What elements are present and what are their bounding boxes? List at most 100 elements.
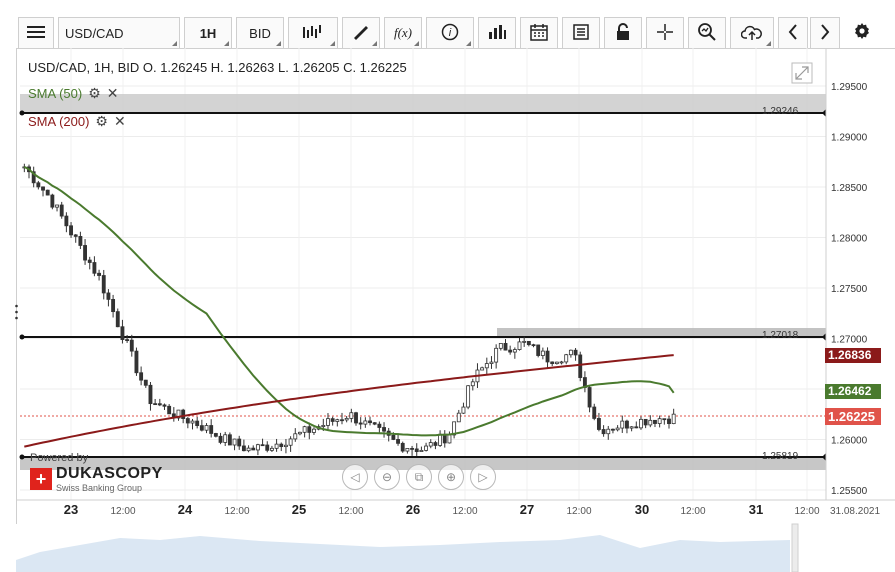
x-tick-label: 12:00: [452, 506, 477, 517]
zoom-out-icon: ⊖: [381, 470, 393, 484]
reset-zoom-button[interactable]: ⧉: [406, 464, 432, 490]
scroll-right-button[interactable]: [810, 17, 840, 48]
svg-text:i: i: [449, 27, 452, 39]
candle-body: [428, 442, 433, 447]
candle-body: [106, 292, 111, 300]
close-icon[interactable]: ✕: [106, 85, 119, 101]
candle-body: [545, 350, 550, 363]
lock-button[interactable]: [604, 17, 642, 48]
candle-body: [522, 340, 527, 343]
news-button[interactable]: [562, 17, 600, 48]
expand-icon[interactable]: [791, 62, 813, 84]
candle-body: [372, 422, 377, 425]
timeframe-select[interactable]: 1H: [184, 17, 232, 48]
function-button[interactable]: f(x): [384, 17, 422, 48]
candle-body: [587, 387, 592, 408]
level-handle-3[interactable]: [19, 454, 25, 460]
candle-body: [382, 427, 386, 432]
sma50-label: SMA (50): [28, 86, 83, 101]
candle-body: [447, 434, 452, 444]
chart-area[interactable]: [16, 48, 895, 524]
candle-body: [283, 444, 288, 448]
level-arrow-3: [822, 453, 826, 461]
candle-body: [344, 417, 349, 421]
candle-body: [31, 171, 36, 184]
gear-icon[interactable]: ⚙: [95, 113, 108, 129]
candle-body: [139, 372, 144, 381]
level-label-2: 1.27018: [762, 330, 799, 341]
candle-body: [536, 344, 541, 356]
candle-body: [438, 433, 443, 446]
candle-body: [288, 438, 293, 446]
brand-name: DUKASCOPY: [56, 465, 163, 482]
panel-drag-handle[interactable]: [15, 303, 18, 321]
volume-button[interactable]: [478, 17, 516, 48]
level-handle-2[interactable]: [19, 334, 25, 340]
candle-body: [494, 347, 499, 363]
candle-body: [639, 418, 643, 429]
upload-button[interactable]: [730, 17, 774, 48]
draw-pen-icon: [352, 24, 370, 43]
zoom-button[interactable]: [688, 17, 726, 48]
chart-type-button[interactable]: [288, 17, 338, 48]
candlestick-series: [22, 163, 676, 456]
candle-body: [625, 420, 629, 429]
zoom-in-button[interactable]: ⊕: [438, 464, 464, 490]
candle-body: [629, 426, 634, 429]
candle-body: [204, 425, 209, 431]
triangle-right-icon: ▷: [478, 470, 488, 484]
candle-body: [512, 349, 517, 353]
candle-body: [59, 204, 64, 217]
crosshair-button[interactable]: [646, 17, 684, 48]
zoom-out-button[interactable]: ⊖: [374, 464, 400, 490]
candle-body: [143, 379, 148, 386]
symbol-select[interactable]: USD/CAD: [58, 17, 180, 48]
info-button[interactable]: i: [426, 17, 474, 48]
draw-button[interactable]: [342, 17, 380, 48]
candle-body: [190, 420, 195, 424]
candle-body: [667, 418, 671, 425]
y-tick-label: 1.28500: [831, 183, 868, 194]
zoom-controls: ◁ ⊖ ⧉ ⊕ ▷: [342, 464, 496, 490]
level-handle-1[interactable]: [19, 110, 25, 116]
candle-body: [578, 354, 583, 378]
level-arrow-1: [822, 109, 826, 117]
y-tick-label: 1.27500: [831, 284, 868, 295]
candle-body: [55, 204, 59, 208]
y-tick-label: 1.29000: [831, 133, 868, 144]
candle-body: [69, 225, 73, 236]
sma50-line[interactable]: [23, 166, 675, 437]
settings-button[interactable]: [845, 17, 879, 48]
scroll-left-button[interactable]: [778, 17, 808, 48]
y-tick-label: 1.25500: [831, 486, 868, 497]
candle-body: [265, 444, 270, 451]
sma200-line[interactable]: [24, 354, 674, 448]
calendar-button[interactable]: [520, 17, 558, 48]
candle-body: [405, 447, 410, 452]
pan-left-button[interactable]: ◁: [342, 464, 368, 490]
candle-body: [153, 403, 158, 406]
pan-right-button[interactable]: ▷: [470, 464, 496, 490]
candle-body: [181, 409, 186, 419]
menu-button[interactable]: [18, 17, 54, 48]
navigator-handle[interactable]: [791, 523, 799, 572]
candle-body: [461, 406, 466, 414]
gear-icon[interactable]: ⚙: [88, 85, 101, 101]
candle-body: [199, 425, 204, 431]
calendar-icon: [529, 23, 549, 44]
candle-body: [83, 245, 88, 261]
candle-body: [218, 435, 223, 443]
x-tick-label: 12:00: [566, 506, 591, 517]
candle-body: [260, 444, 265, 447]
close-icon[interactable]: ✕: [113, 113, 126, 129]
candle-body: [489, 361, 494, 364]
candle-body: [391, 434, 396, 440]
candle-body: [671, 413, 676, 425]
price-side-select[interactable]: BID: [236, 17, 284, 48]
candle-body: [615, 427, 620, 431]
candle-body: [611, 428, 615, 431]
candle-body: [167, 405, 172, 415]
candle-body: [648, 419, 653, 426]
x-tick-label: 26: [406, 502, 420, 517]
